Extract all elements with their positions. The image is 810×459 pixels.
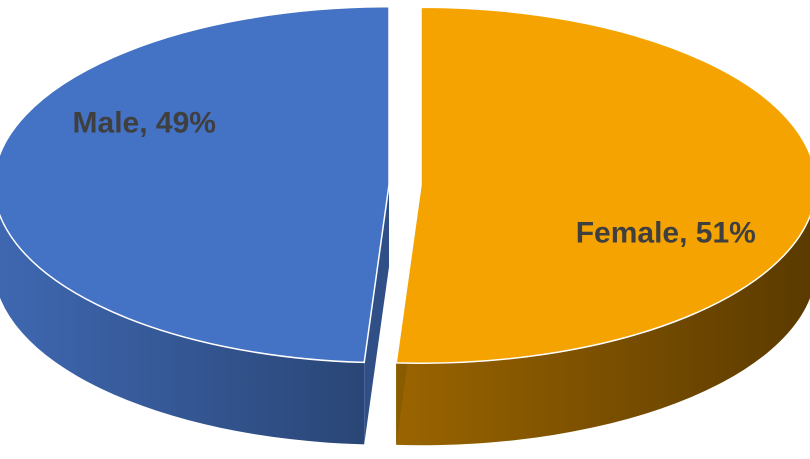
pie-label-male: Male, 49% [73,106,216,139]
pie-tops [0,6,810,364]
pie-labels: Female, 51% Male, 49% [73,106,756,249]
pie-slice-female[interactable] [395,6,810,364]
pie-slice-male[interactable] [0,6,390,364]
pie-slice-side-female [396,215,810,446]
pie-slice-side-male [0,215,365,445]
pie-label-female: Female, 51% [576,217,756,250]
pie-slice-cut-male [364,184,390,445]
